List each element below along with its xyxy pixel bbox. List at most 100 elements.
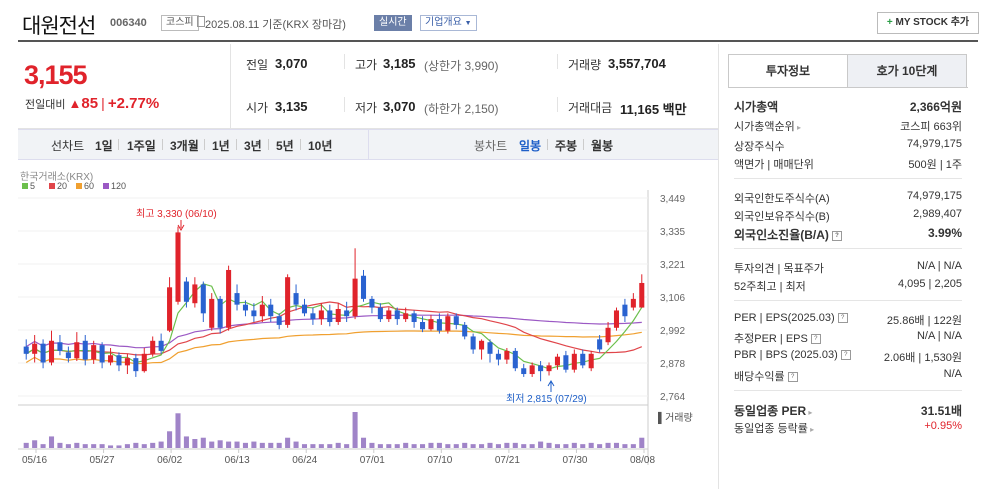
legend-swatch bbox=[22, 183, 28, 189]
volume-bar bbox=[630, 444, 636, 448]
volume-bar bbox=[428, 442, 434, 448]
volume-label: 거래량 bbox=[568, 58, 602, 72]
volume-bar bbox=[133, 442, 139, 448]
x-tick-label: 05/16 bbox=[22, 455, 47, 465]
candle-body bbox=[403, 313, 409, 320]
my-stock-label: MY STOCK 추가 bbox=[895, 17, 970, 28]
high-value: 3,185 bbox=[383, 56, 416, 71]
candle-body bbox=[453, 316, 459, 325]
info-row-value: 3.99% bbox=[927, 226, 962, 240]
period-10y[interactable]: 10년 bbox=[308, 139, 333, 153]
candle-body bbox=[259, 304, 265, 317]
candle-body bbox=[605, 327, 611, 343]
high-annotation: 최고 3,330 (06/10) bbox=[136, 208, 217, 220]
volume-bar bbox=[639, 437, 645, 448]
help-icon[interactable]: ? bbox=[831, 230, 842, 241]
volume-bar bbox=[116, 445, 122, 448]
candle-body bbox=[82, 340, 88, 360]
tab-investment-info[interactable]: 투자정보 bbox=[728, 54, 848, 88]
volume-bar bbox=[571, 442, 577, 448]
volume-bar bbox=[360, 437, 367, 448]
help-icon[interactable]: ? bbox=[810, 334, 821, 345]
candle-body bbox=[588, 353, 594, 369]
candle-body bbox=[546, 365, 552, 372]
volume-bar bbox=[352, 412, 358, 448]
volume-bar bbox=[99, 444, 105, 448]
candle-body bbox=[470, 336, 476, 350]
stock-chart[interactable]: 한국거래소(KRX)5 20 60 120 3,449 3,335 3,221 3,106 2,… bbox=[18, 160, 718, 465]
volume-bar bbox=[394, 444, 400, 448]
info-row: 외국인소진율(B/A)? 3.99% bbox=[734, 226, 962, 244]
volume-bar bbox=[386, 444, 392, 448]
candle-body bbox=[310, 313, 316, 320]
line-chart-button[interactable]: 선차트 bbox=[51, 139, 85, 153]
volume-bar bbox=[470, 444, 476, 448]
volume-bar bbox=[293, 441, 299, 448]
candle-body bbox=[23, 346, 29, 354]
arrow-icon[interactable]: ▸ bbox=[807, 425, 815, 434]
candle-body bbox=[276, 316, 282, 325]
info-row-label: 외국인한도주식수(A) bbox=[734, 193, 830, 205]
x-tick-label: 07/21 bbox=[495, 455, 520, 465]
prev-value: 3,070 bbox=[275, 56, 308, 71]
period-5y[interactable]: 5년 bbox=[276, 139, 294, 153]
info-row-label: 추정PER | EPS? bbox=[734, 330, 821, 346]
candle-body bbox=[234, 293, 240, 305]
row-divider bbox=[734, 390, 962, 391]
arrow-icon[interactable]: ▸ bbox=[794, 123, 801, 132]
candle-body bbox=[394, 310, 400, 320]
volume-bar bbox=[453, 444, 459, 448]
candle-body bbox=[538, 365, 544, 372]
candle-monthly[interactable]: 월봉 bbox=[591, 139, 614, 153]
info-row-label: 외국인보유주식수(B) bbox=[734, 211, 830, 223]
help-icon[interactable]: ? bbox=[787, 372, 798, 383]
x-tick-label: 07/30 bbox=[562, 455, 587, 465]
period-1w[interactable]: 1주일 bbox=[127, 139, 156, 153]
help-icon[interactable]: ? bbox=[837, 313, 848, 324]
tab-order-book[interactable]: 호가 10단계 bbox=[847, 54, 967, 88]
period-3m[interactable]: 3개월 bbox=[170, 139, 199, 153]
candle-body bbox=[386, 310, 392, 320]
candle-body bbox=[124, 358, 130, 366]
info-row-label: 배당수익률? bbox=[734, 368, 798, 384]
volume-value: 3,557,704 bbox=[608, 56, 666, 71]
volume-bar bbox=[23, 442, 29, 448]
change-label: 전일대비 bbox=[25, 99, 66, 111]
low-label: 저가 bbox=[355, 101, 378, 115]
info-row-label: 시가총액순위 ▸ bbox=[734, 121, 801, 133]
arrow-icon[interactable]: ▸ bbox=[806, 408, 813, 417]
help-icon[interactable]: ? bbox=[840, 350, 851, 361]
y-tick-label: 3,106 bbox=[660, 293, 685, 304]
period-3y[interactable]: 3년 bbox=[244, 139, 262, 153]
volume-bar bbox=[597, 444, 603, 448]
info-row: 동일업종 PER ▸ 31.51배 bbox=[734, 402, 962, 420]
volume-bar bbox=[436, 442, 442, 448]
volume-bar bbox=[91, 444, 97, 448]
info-row-label: 액면가 | 매매단위 bbox=[734, 159, 814, 171]
volume-bar bbox=[546, 442, 552, 448]
volume-bar bbox=[504, 442, 510, 448]
volume-bar bbox=[48, 436, 55, 448]
period-1d[interactable]: 1일 bbox=[95, 139, 113, 153]
row-divider bbox=[734, 248, 962, 249]
candle-body bbox=[116, 355, 122, 366]
realtime-button[interactable]: 실시간 bbox=[374, 15, 412, 31]
volume-bar bbox=[563, 444, 569, 448]
period-1y[interactable]: 1년 bbox=[212, 139, 230, 153]
candle-body bbox=[65, 352, 71, 359]
open-value: 3,135 bbox=[275, 99, 308, 114]
volume-bar bbox=[622, 444, 628, 448]
x-tick-label: 06/13 bbox=[225, 455, 250, 465]
company-overview-button[interactable]: 기업개요 ▼ bbox=[420, 15, 477, 31]
volume-bar bbox=[57, 442, 63, 448]
candle-daily[interactable]: 일봉 bbox=[519, 139, 542, 153]
candle-body bbox=[301, 304, 308, 314]
my-stock-add-button[interactable]: + MY STOCK 추가 bbox=[877, 12, 979, 34]
info-row-label: 동일업종 등락률 ▸ bbox=[734, 423, 815, 435]
candle-body bbox=[251, 310, 257, 317]
volume-bar bbox=[108, 445, 114, 448]
info-row: 시가총액 2,366억원 bbox=[734, 98, 962, 116]
info-row-value: 2,366억원 bbox=[909, 100, 962, 114]
legend-swatch bbox=[76, 183, 82, 189]
candle-weekly[interactable]: 주봉 bbox=[555, 139, 578, 153]
